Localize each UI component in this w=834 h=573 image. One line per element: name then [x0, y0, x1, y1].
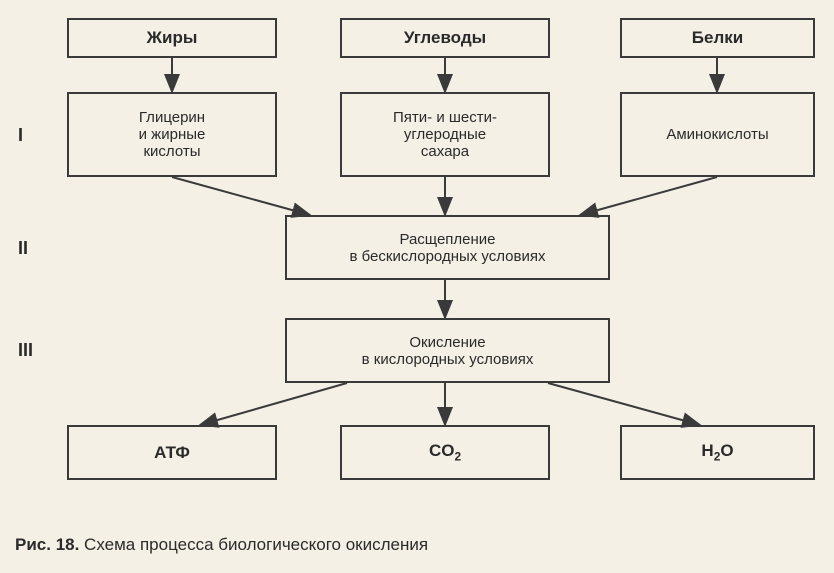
box-glycerin-label: Глицерин и жирные кислоты — [139, 109, 206, 160]
caption-prefix: Рис. 18. — [15, 535, 79, 554]
box-proteins-label: Белки — [692, 28, 743, 48]
caption-text: Схема процесса биологического окисления — [79, 535, 428, 554]
diagram-container: Жиры Углеводы Белки Глицерин и жирные ки… — [0, 0, 834, 573]
box-co2-label: CO2 — [429, 441, 461, 463]
box-sugars: Пяти- и шести- углеродные сахара — [340, 92, 550, 177]
row-label-3: III — [18, 340, 33, 361]
box-amino: Аминокислоты — [620, 92, 815, 177]
box-proteins: Белки — [620, 18, 815, 58]
box-h2o: H2O — [620, 425, 815, 480]
box-anaerobic-label: Расщепление в бескислородных условиях — [349, 231, 545, 265]
box-aerobic: Окисление в кислородных условиях — [285, 318, 610, 383]
box-carbs-label: Углеводы — [404, 28, 486, 48]
box-atp: АТФ — [67, 425, 277, 480]
box-anaerobic: Расщепление в бескислородных условиях — [285, 215, 610, 280]
box-amino-label: Аминокислоты — [666, 126, 768, 143]
row-label-2: II — [18, 238, 28, 259]
row-label-1: I — [18, 125, 23, 146]
box-h2o-label: H2O — [701, 441, 733, 463]
box-co2: CO2 — [340, 425, 550, 480]
box-glycerin: Глицерин и жирные кислоты — [67, 92, 277, 177]
arrows-layer — [0, 0, 834, 573]
box-sugars-label: Пяти- и шести- углеродные сахара — [393, 109, 497, 160]
box-fats-label: Жиры — [147, 28, 198, 48]
box-aerobic-label: Окисление в кислородных условиях — [362, 334, 534, 368]
box-atp-label: АТФ — [154, 443, 190, 463]
box-carbs: Углеводы — [340, 18, 550, 58]
figure-caption: Рис. 18. Схема процесса биологического о… — [15, 535, 428, 555]
box-fats: Жиры — [67, 18, 277, 58]
